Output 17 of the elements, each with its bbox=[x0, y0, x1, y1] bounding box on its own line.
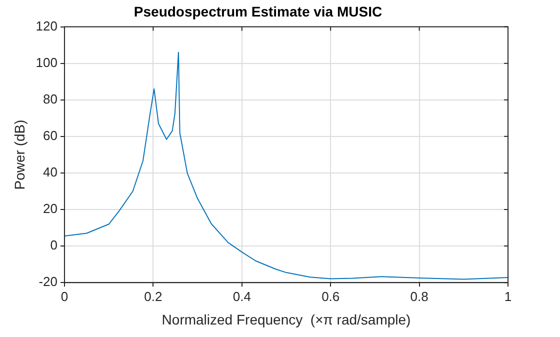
x-tick-label: 0 bbox=[60, 288, 68, 304]
y-tick-label: 100 bbox=[36, 54, 58, 70]
x-tick-label: 0.6 bbox=[322, 288, 340, 304]
x-tick-label: 1 bbox=[504, 288, 512, 304]
y-tick-label: 20 bbox=[43, 201, 58, 216]
y-tick-label: 0 bbox=[50, 238, 58, 253]
x-tick-label: 0.4 bbox=[232, 288, 251, 304]
x-axis-title: Normalized Frequency (×π rad/sample) bbox=[162, 311, 411, 328]
y-tick-label: -20 bbox=[38, 274, 58, 290]
x-tick-label: 0.8 bbox=[410, 288, 428, 304]
x-tick-label: 0.2 bbox=[144, 288, 162, 304]
chart-title: Pseudospectrum Estimate via MUSIC bbox=[134, 3, 382, 20]
y-tick-label: 40 bbox=[43, 164, 58, 180]
y-tick-label: 60 bbox=[43, 128, 58, 144]
y-axis-title: Power (dB) bbox=[11, 120, 28, 190]
y-tick-label: 80 bbox=[43, 91, 58, 106]
y-tick-label: 120 bbox=[36, 18, 58, 34]
